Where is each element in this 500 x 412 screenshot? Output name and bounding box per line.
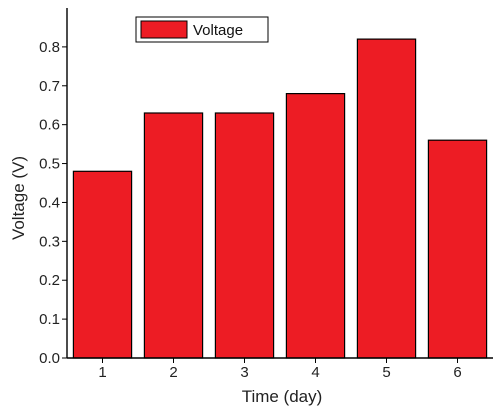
y-axis-title: Voltage (V) xyxy=(9,156,28,240)
bar-day-3 xyxy=(214,112,275,359)
x-tick-label: 5 xyxy=(382,364,390,381)
bar-day-4 xyxy=(285,92,346,359)
legend-label: Voltage xyxy=(193,22,243,39)
x-tick-label: 4 xyxy=(311,364,319,381)
y-tick-label: 0.5 xyxy=(39,156,60,173)
y-tick-label: 0.0 xyxy=(39,350,60,367)
y-tick-label: 0.6 xyxy=(39,117,60,134)
bar-day-1 xyxy=(72,170,133,359)
bar-day-5 xyxy=(356,38,417,359)
y-tick-label: 0.2 xyxy=(39,272,60,289)
y-tick-label: 0.7 xyxy=(39,78,60,95)
x-tick-label: 2 xyxy=(169,364,177,381)
x-tick-label: 3 xyxy=(240,364,248,381)
x-tick-label: 6 xyxy=(453,364,461,381)
legend-swatch xyxy=(140,20,188,39)
bars xyxy=(72,38,488,359)
x-tick-label: 1 xyxy=(98,364,106,381)
y-tick-label: 0.8 xyxy=(39,39,60,56)
y-tick-label: 0.4 xyxy=(39,194,60,211)
y-tick-label: 0.1 xyxy=(39,311,60,328)
axes xyxy=(66,8,493,359)
x-axis-title: Time (day) xyxy=(242,387,323,406)
legend: Voltage xyxy=(135,16,269,43)
ticks: 0.0 0.1 0.2 0.3 0.4 0.5 0.6 0.7 0.8 1 2 3 4 5 6 xyxy=(39,39,462,381)
bar-day-6 xyxy=(427,139,488,359)
bar-day-2 xyxy=(143,112,204,359)
y-tick-label: 0.3 xyxy=(39,233,60,250)
